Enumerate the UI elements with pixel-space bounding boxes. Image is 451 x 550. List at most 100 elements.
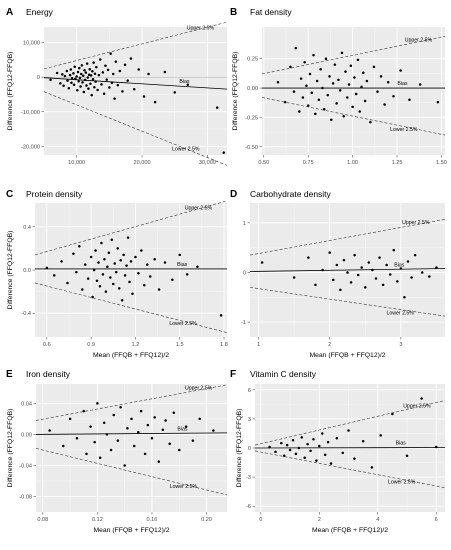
data-point — [294, 452, 298, 456]
data-point — [326, 440, 330, 444]
data-point — [72, 83, 76, 87]
data-point — [289, 65, 292, 69]
data-point — [328, 75, 331, 78]
data-point — [282, 454, 286, 458]
y-axis: -1 0 1 — [241, 221, 445, 326]
data-point — [349, 281, 353, 284]
data-point — [76, 70, 80, 74]
panel-title: Vitamin C density — [250, 369, 317, 379]
data-point — [436, 100, 440, 104]
data-point — [103, 257, 106, 261]
data-point — [319, 68, 322, 71]
data-point — [49, 78, 52, 82]
y-tick-label: -0.4 — [21, 311, 31, 317]
data-point — [129, 57, 133, 60]
data-point — [55, 71, 59, 75]
data-point — [82, 90, 86, 94]
data-point — [356, 58, 360, 62]
y-tick-label: 3 — [248, 417, 251, 423]
data-point — [95, 279, 99, 283]
bias-label: Bias — [179, 79, 189, 85]
x-axis-title: Mean (FFQB + FFQ12)/2 — [312, 527, 388, 534]
panel-a: A Energy 10,000 20,000 30,000 -20,000 -10,000 0… — [6, 7, 228, 166]
data-point — [80, 64, 84, 67]
data-point — [198, 417, 201, 421]
x-axis-title: Mean (FFQB + FFQ12)/2 — [93, 352, 169, 359]
data-point — [378, 256, 381, 259]
data-point — [77, 80, 80, 83]
data-point — [65, 69, 69, 73]
data-point — [428, 275, 431, 278]
data-point — [356, 273, 360, 277]
data-point — [298, 110, 301, 113]
data-point — [92, 268, 96, 272]
x-tick-label: 0.75 — [303, 160, 314, 166]
data-point — [363, 99, 367, 103]
y-tick-label: 0.0 — [23, 268, 31, 274]
data-point — [338, 89, 342, 92]
data-points — [276, 46, 440, 124]
x-tick-label: 10,000 — [68, 160, 85, 166]
data-point — [116, 439, 120, 442]
data-point — [60, 260, 63, 263]
data-point — [76, 89, 79, 92]
data-point — [330, 118, 333, 122]
data-point — [89, 425, 92, 428]
data-point — [63, 74, 67, 78]
data-point — [140, 249, 143, 252]
y-tick-label: -0.04 — [19, 463, 32, 469]
data-point — [310, 91, 313, 95]
data-point — [168, 442, 171, 445]
data-point — [113, 262, 116, 265]
y-tick-label: -20,000 — [21, 144, 40, 150]
data-point — [148, 275, 152, 278]
data-point — [370, 466, 374, 469]
data-point — [219, 314, 223, 317]
data-point — [349, 64, 353, 67]
data-point — [72, 72, 75, 75]
data-point — [347, 83, 351, 86]
data-point — [333, 63, 337, 66]
x-tick-label: 0 — [259, 517, 262, 523]
panel-letter: F — [230, 369, 236, 380]
data-point — [89, 74, 93, 77]
data-point — [305, 84, 308, 87]
data-point — [381, 283, 385, 287]
data-point — [134, 255, 137, 259]
data-point — [323, 453, 327, 457]
data-point — [125, 264, 128, 267]
lower-limit-label: Lower 2.5% — [390, 127, 418, 133]
data-point — [87, 87, 90, 90]
panel-title: Fat density — [250, 7, 292, 17]
panel-b: B Fat density 0.50 0.75 1.00 1.25 1.50 -0.50 -0.… — [230, 7, 447, 166]
y-tick-label: 0.4 — [23, 225, 31, 231]
data-point — [119, 259, 122, 262]
data-point — [303, 60, 306, 64]
minor-gridlines — [262, 27, 445, 155]
data-point — [69, 68, 73, 71]
data-point — [312, 438, 315, 441]
y-tick-label: 0.25 — [247, 57, 258, 63]
data-point — [75, 437, 79, 440]
data-point — [117, 287, 121, 290]
data-point — [93, 72, 97, 75]
data-point — [191, 439, 195, 442]
data-point — [420, 271, 424, 274]
data-point — [294, 46, 298, 50]
y-tick-label: 0.00 — [247, 86, 258, 92]
data-point — [274, 450, 277, 454]
y-tick-label: 1 — [243, 221, 246, 227]
data-point — [121, 90, 124, 93]
data-point — [150, 437, 154, 440]
data-point — [315, 459, 318, 462]
data-point — [81, 81, 84, 84]
data-point — [106, 265, 109, 269]
panel-c: C Protein density 0.6 0.9 1.2 1.5 1.8 -0.4 0.0 0.… — [6, 189, 228, 359]
data-point — [362, 71, 365, 75]
data-point — [98, 58, 102, 61]
data-point — [163, 261, 167, 264]
y-tick-label: -6 — [246, 504, 251, 510]
data-point — [137, 430, 140, 434]
data-point — [420, 397, 423, 400]
data-point — [62, 444, 65, 448]
